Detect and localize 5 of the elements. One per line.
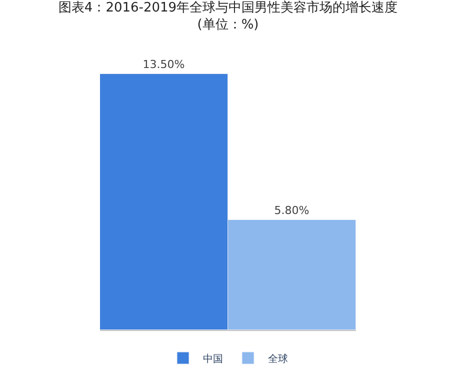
chart-title: 图表4：2016-2019年全球与中国男性美容市场的增长速度 (单位：%) <box>58 0 398 32</box>
legend-label: 中国 <box>203 352 223 365</box>
legend-label: 全球 <box>268 352 288 365</box>
data-label: 13.50% <box>142 58 185 71</box>
data-label: 5.80% <box>274 204 310 217</box>
